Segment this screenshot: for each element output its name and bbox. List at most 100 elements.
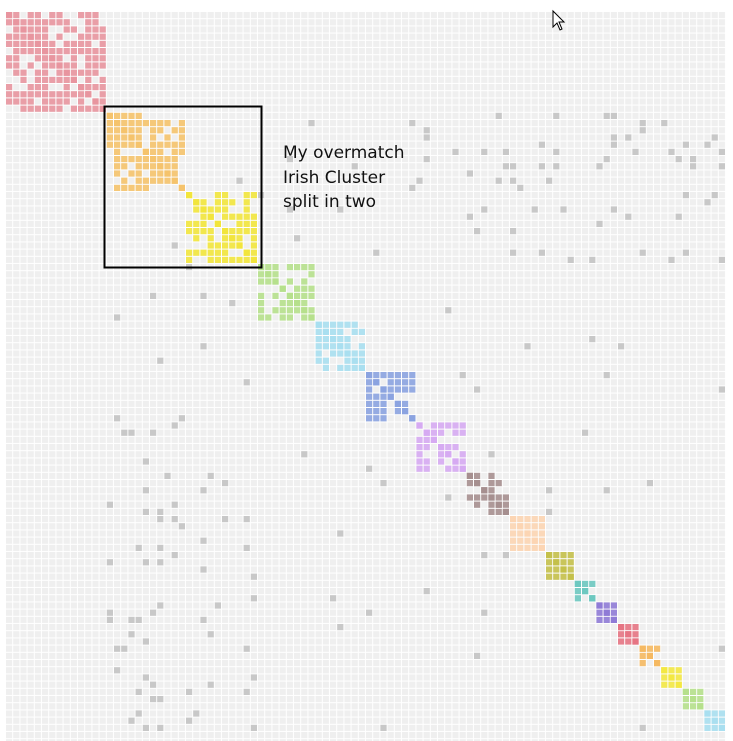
matrix-cell [553,552,560,559]
matrix-cell [135,688,142,695]
matrix-cell [330,328,337,335]
matrix-cell [63,84,70,91]
matrix-cell [718,717,725,724]
matrix-cell [301,278,308,285]
matrix-cell [20,33,27,40]
matrix-cell [135,127,142,134]
matrix-cells [6,12,725,731]
matrix-cell [416,422,423,429]
matrix-cell [135,544,142,551]
matrix-cell [42,33,49,40]
matrix-cell [632,624,639,631]
matrix-cell [553,559,560,566]
matrix-cell [114,184,121,191]
matrix-cell [610,616,617,623]
matrix-cell [610,134,617,141]
matrix-cell [243,220,250,227]
matrix-cell [704,199,711,206]
matrix-cell [186,688,193,695]
matrix-cell [164,156,171,163]
matrix-cell [344,336,351,343]
matrix-cell [438,422,445,429]
matrix-cell [6,62,13,69]
matrix-cell [34,84,41,91]
matrix-cell [34,69,41,76]
matrix-cell [682,249,689,256]
matrix-cell [430,422,437,429]
matrix-cell [308,264,315,271]
matrix-cell [524,343,531,350]
matrix-cell [589,580,596,587]
matrix-cell [78,40,85,47]
matrix-cell [330,343,337,350]
matrix-cell [603,487,610,494]
matrix-cell [6,19,13,26]
matrix-cell [214,256,221,263]
matrix-cell [56,105,63,112]
matrix-cell [200,228,207,235]
matrix-cell [193,235,200,242]
matrix-cell [682,696,689,703]
matrix-cell [85,62,92,69]
matrix-cell [445,451,452,458]
matrix-cell [171,148,178,155]
matrix-cell [596,616,603,623]
matrix-cell [531,544,538,551]
matrix-cell [85,69,92,76]
matrix-cell [222,199,229,206]
matrix-cell [474,480,481,487]
matrix-cell [639,724,646,731]
matrix-cell [639,652,646,659]
matrix-cell [531,206,538,213]
matrix-cell [56,55,63,62]
matrix-cell [42,40,49,47]
matrix-cell [121,141,128,148]
matrix-cell [200,566,207,573]
matrix-cell [646,645,653,652]
matrix-cell [380,415,387,422]
matrix-cell [92,19,99,26]
matrix-cell [495,480,502,487]
matrix-cell [553,573,560,580]
matrix-cell [661,120,668,127]
matrix-cell [286,314,293,321]
matrix-cell [308,285,315,292]
matrix-cell [610,112,617,119]
matrix-cell [157,559,164,566]
matrix-cell [135,163,142,170]
matrix-cell [445,465,452,472]
matrix-cell [409,386,416,393]
matrix-cell [373,408,380,415]
matrix-cell [423,127,430,134]
matrix-cell [589,256,596,263]
matrix-cell [207,235,214,242]
matrix-cell [171,552,178,559]
matrix-cell [106,559,113,566]
matrix-cell [135,112,142,119]
matrix-cell [250,220,257,227]
matrix-cell [279,285,286,292]
matrix-cell [337,206,344,213]
matrix-cell [121,112,128,119]
matrix-cell [171,163,178,170]
matrix-cell [92,84,99,91]
matrix-cell [42,48,49,55]
matrix-cell [582,429,589,436]
matrix-cell [538,249,545,256]
matrix-cell [128,134,135,141]
matrix-cell [157,156,164,163]
matrix-cell [337,328,344,335]
matrix-cell [200,487,207,494]
matrix-cell [517,523,524,530]
matrix-cell [85,26,92,33]
matrix-cell [387,386,394,393]
matrix-cell [337,343,344,350]
matrix-cell [49,98,56,105]
matrix-cell [366,372,373,379]
matrix-cell [157,544,164,551]
matrix-cell [452,148,459,155]
matrix-cell [567,256,574,263]
matrix-cell [121,184,128,191]
matrix-cell [114,127,121,134]
matrix-cell [474,652,481,659]
